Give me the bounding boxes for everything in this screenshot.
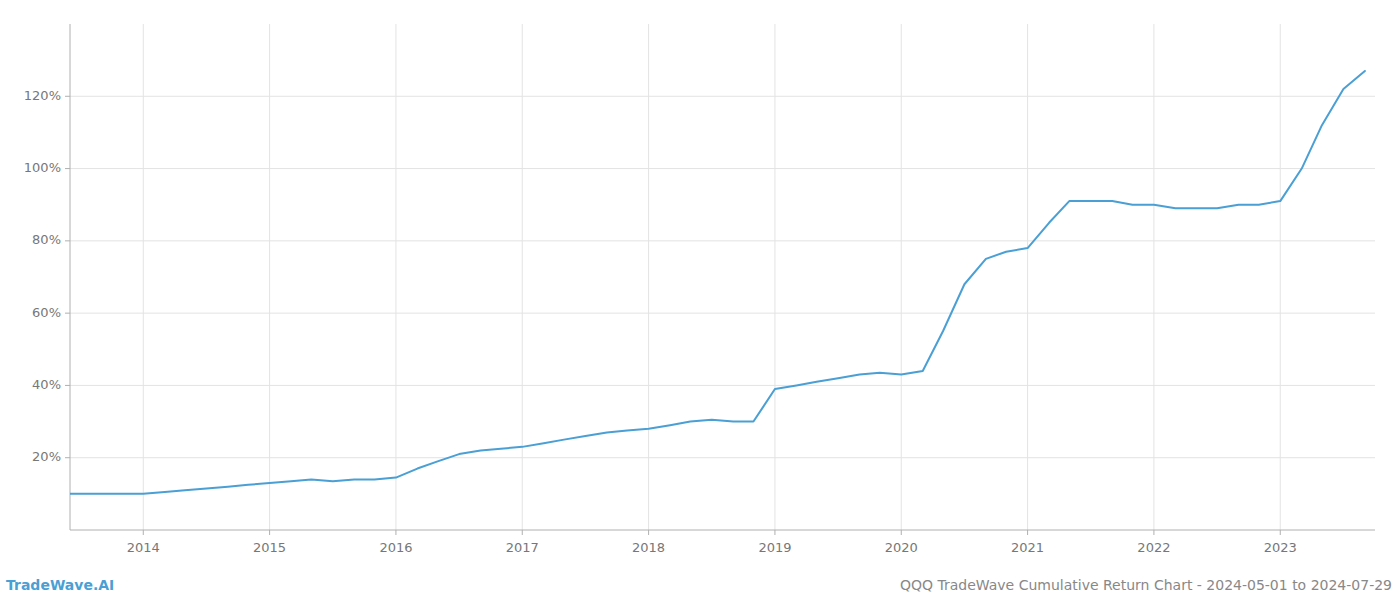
tick-label-x: 2018: [632, 540, 665, 555]
tick-label-x: 2014: [127, 540, 160, 555]
tick-label-x: 2021: [1011, 540, 1044, 555]
tick-label-x: 2019: [758, 540, 791, 555]
watermark: TradeWave.AI: [6, 577, 114, 593]
grid-line-x: [143, 24, 144, 530]
tick-label-x: 2023: [1264, 540, 1297, 555]
tick-y: [65, 457, 70, 458]
tick-y: [65, 385, 70, 386]
grid-line-x: [774, 24, 775, 530]
grid: [70, 24, 1375, 530]
grid-line-x: [1153, 24, 1154, 530]
tick-label-y: 40%: [32, 377, 61, 392]
tick-label-x: 2015: [253, 540, 286, 555]
chart-svg: 20% 40% 60% 80% 100% 120% 2014 2015 2016 2017 2018…: [0, 0, 1400, 600]
tick-x: [143, 530, 144, 535]
tick-label-x: 2020: [885, 540, 918, 555]
tick-y: [65, 240, 70, 241]
tick-y: [65, 313, 70, 314]
axes: 20% 40% 60% 80% 100% 120% 2014 2015 2016 2017 2018…: [24, 24, 1375, 555]
grid-line-y: [70, 168, 1375, 169]
tick-x: [1153, 530, 1154, 535]
tick-label-y: 20%: [32, 449, 61, 464]
title: QQQ TradeWave Cumulative Return Chart - …: [900, 577, 1392, 593]
tick-label-x: 2017: [506, 540, 539, 555]
grid-line-y: [70, 457, 1375, 458]
tick-x: [1027, 530, 1028, 535]
grid-line-x: [269, 24, 270, 530]
axis-line-y: [70, 24, 71, 530]
grid-line-y: [70, 385, 1375, 386]
grid-line-x: [648, 24, 649, 530]
grid-line-x: [901, 24, 902, 530]
tick-label-y: 100%: [24, 160, 61, 175]
chart-container: 20% 40% 60% 80% 100% 120% 2014 2015 2016 2017 2018…: [0, 0, 1400, 600]
tick-x: [522, 530, 523, 535]
data-layer: [70, 71, 1365, 494]
tick-x: [1280, 530, 1281, 535]
grid-line-x: [395, 24, 396, 530]
tick-label-y: 80%: [32, 232, 61, 247]
tick-y: [65, 96, 70, 97]
grid-line-x: [522, 24, 523, 530]
tick-label-y: 120%: [24, 88, 61, 103]
tick-y: [65, 168, 70, 169]
grid-line-y: [70, 313, 1375, 314]
tick-label-y: 60%: [32, 305, 61, 320]
axis-line-x: [70, 530, 1375, 531]
line-series: [70, 71, 1365, 494]
grid-line-y: [70, 240, 1375, 241]
tick-label-x: 2022: [1137, 540, 1170, 555]
grid-line-x: [1027, 24, 1028, 530]
background: [0, 0, 1400, 600]
tick-x: [395, 530, 396, 535]
tick-x: [901, 530, 902, 535]
grid-line-x: [1280, 24, 1281, 530]
tick-x: [269, 530, 270, 535]
tick-label-x: 2016: [379, 540, 412, 555]
tick-x: [648, 530, 649, 535]
tick-x: [774, 530, 775, 535]
grid-line-y: [70, 96, 1375, 97]
